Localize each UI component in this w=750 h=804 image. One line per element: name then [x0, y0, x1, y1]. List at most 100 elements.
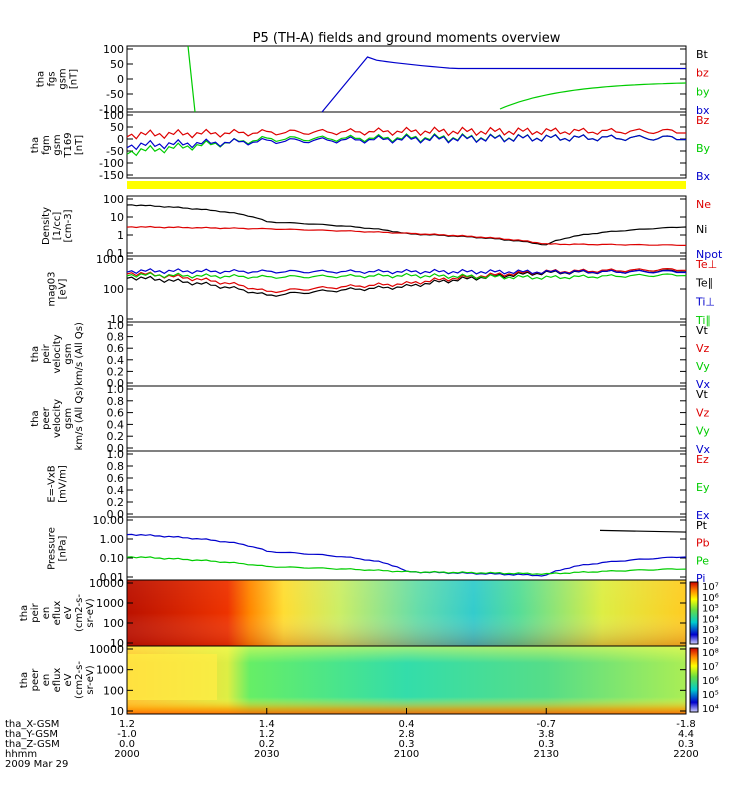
- y-axis-label: [nPa]: [58, 535, 69, 561]
- y-tick-label: 0.2: [107, 365, 125, 378]
- legend-Ti∥: Ti∥: [695, 314, 711, 327]
- y-tick-label: 0.2: [107, 496, 125, 509]
- series-Bx: [126, 133, 686, 151]
- y-tick-label: 50: [110, 121, 124, 134]
- x-row-value: 0.0: [119, 739, 135, 750]
- legend-Pt: Pt: [696, 519, 708, 532]
- series-Ne: [126, 225, 686, 246]
- y-tick-label: 1: [117, 229, 124, 242]
- y-axis-label: (cm2-s-: [74, 594, 85, 632]
- series-Pt: [599, 529, 687, 533]
- y-tick-label: 100: [103, 43, 124, 56]
- y-axis-label: gsm: [52, 134, 63, 155]
- spectrogram-electron-shade: [127, 646, 686, 714]
- spectrogram-ion-shade: [127, 580, 686, 646]
- y-tick-label: 10: [110, 211, 124, 224]
- x-row-value: 0.2: [259, 739, 275, 750]
- y-axis-label: km/s (All Qs): [74, 387, 85, 451]
- y-tick-label: 0: [117, 73, 124, 86]
- series-Te⊥: [126, 267, 687, 294]
- y-axis-label: tha: [30, 410, 41, 426]
- y-axis-label: eV: [63, 673, 74, 686]
- y-axis-label: [nT]: [69, 69, 80, 89]
- panel-frame-efield: [126, 450, 687, 518]
- y-tick-label: 0.8: [107, 460, 125, 473]
- legend-Vz: Vz: [696, 342, 710, 355]
- series-Pe: [126, 556, 687, 576]
- colorbar-label: 10⁶: [702, 593, 719, 604]
- y-tick-label: 0.0: [107, 508, 125, 521]
- colorbar-label: 10⁵: [702, 604, 719, 615]
- date-label: 2009 Mar 29: [5, 759, 68, 770]
- y-axis-label: peer: [41, 406, 52, 430]
- y-axis-label: Density: [41, 207, 52, 245]
- y-axis-label: gsm: [63, 343, 74, 364]
- series-Ni: [126, 204, 687, 246]
- series-Pi: [126, 533, 687, 577]
- legend-bz: bz: [696, 67, 709, 80]
- colorbar-label: 10⁴: [702, 614, 719, 625]
- y-axis-label: [nT]: [74, 135, 85, 155]
- y-axis-label: [1/cc]: [52, 212, 63, 241]
- y-tick-label: 100: [103, 684, 124, 697]
- y-tick-label: 100: [103, 109, 124, 122]
- y-tick-label: 1.0: [107, 448, 125, 461]
- legend-Te∥: Te∥: [695, 277, 713, 290]
- legend-Ne: Ne: [696, 198, 711, 211]
- y-axis-label: tha: [36, 71, 47, 87]
- y-tick-label: 0.6: [107, 342, 125, 355]
- y-tick-label: 0.8: [107, 395, 125, 408]
- colorbar-label: 10⁷: [702, 582, 719, 593]
- y-tick-label: 0.6: [107, 472, 125, 485]
- y-tick-label: -50: [106, 145, 124, 158]
- chart-title: P5 (TH-A) fields and ground moments over…: [253, 31, 561, 46]
- legend-Te⊥: Te⊥: [695, 258, 717, 271]
- y-axis-label: velocity: [52, 334, 63, 373]
- y-tick-label: 1.00: [100, 533, 125, 546]
- legend-Pi: Pi: [696, 572, 705, 585]
- x-row-value: 2030: [254, 749, 279, 760]
- legend-Npot: Npot: [696, 248, 723, 261]
- x-row-label: tha_X-GSM: [5, 719, 59, 730]
- y-axis-label: eV: [63, 606, 74, 619]
- y-axis-label: Pressure: [47, 527, 58, 570]
- y-tick-label: 0.8: [107, 331, 125, 344]
- legend-Ex: Ex: [696, 509, 710, 522]
- y-axis-label: sr-eV): [85, 598, 96, 627]
- y-tick-label: 0.2: [107, 430, 125, 443]
- y-axis-label: tha: [19, 672, 30, 688]
- legend-Bz: Bz: [696, 114, 710, 127]
- y-tick-label: 100: [103, 617, 124, 630]
- y-axis-label: tha: [30, 346, 41, 362]
- y-tick-label: -100: [99, 103, 124, 116]
- y-axis-label: peer: [30, 668, 41, 692]
- y-tick-label: -50: [106, 88, 124, 101]
- series-Ti∥: [126, 272, 687, 280]
- y-axis-label: fgs: [47, 71, 58, 86]
- x-row-value: 2130: [534, 749, 559, 760]
- x-row-value: 0.3: [399, 739, 415, 750]
- y-axis-label: [cm-3]: [63, 209, 74, 242]
- x-row-value: 3.8: [538, 729, 554, 740]
- y-tick-label: 0.4: [107, 418, 125, 431]
- y-tick-label: 10.00: [93, 514, 125, 527]
- y-tick-label: 0.01: [100, 571, 125, 584]
- legend-Pe: Pe: [696, 554, 709, 567]
- y-tick-label: 100: [103, 193, 124, 206]
- y-tick-label: 10000: [89, 643, 124, 656]
- y-axis-label: eflux: [52, 668, 63, 693]
- series-Ti⊥: [126, 268, 686, 275]
- y-tick-label: 0.6: [107, 407, 125, 420]
- y-axis-label: peir: [41, 343, 52, 363]
- y-tick-label: 0.0: [107, 442, 125, 455]
- y-axis-label: tha: [30, 137, 41, 153]
- y-tick-label: -150: [99, 169, 124, 182]
- y-tick-label: 1.0: [107, 383, 125, 396]
- y-tick-label: 0.10: [100, 552, 125, 565]
- y-axis-label: [eV]: [58, 279, 69, 300]
- y-axis-label: (cm2-s-: [74, 661, 85, 699]
- y-tick-label: -100: [99, 157, 124, 170]
- colorbar-label: 10⁷: [702, 662, 719, 673]
